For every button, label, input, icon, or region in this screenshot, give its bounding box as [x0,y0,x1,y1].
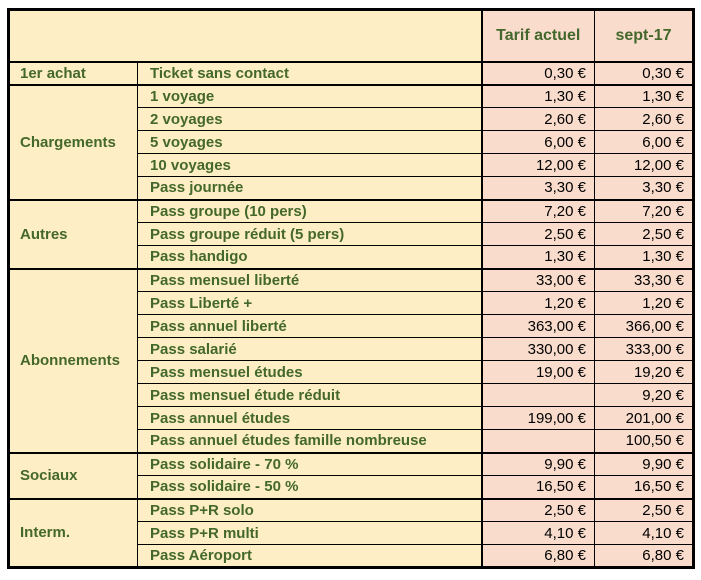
row-label: Pass groupe réduit (5 pers) [137,222,482,246]
price-new: 3,30 € [594,176,694,200]
table-row: Pass annuel liberté 363,00 € 366,00 € [9,314,694,338]
table-row: Pass P+R multi 4,10 € 4,10 € [9,521,694,545]
price-current: 199,00 € [480,406,595,430]
price-new: 12,00 € [594,153,694,177]
row-label: Pass annuel liberté [137,314,482,338]
row-label: Pass annuel études famille nombreuse [137,429,482,453]
price-current: 0,30 € [480,60,595,85]
header-row: Tarif actuel sept-17 [8,9,694,63]
row-label: Pass solidaire - 70 % [137,451,482,476]
table-row: 10 voyages 12,00 € 12,00 € [9,153,694,177]
table-row: Chargements 1 voyage 1,30 € 1,30 € [8,83,694,200]
table-row: Pass handigo 1,30 € 1,30 € [9,245,694,269]
category-cell-1er-achat: 1er achat [8,60,138,85]
table-row: 1er achat Ticket sans contact 0,30 € 0,3… [8,60,694,85]
column-header-sept-17: sept-17 [594,9,694,63]
price-current: 6,00 € [480,130,595,154]
table-row: 2 voyages 2,60 € 2,60 € [9,107,694,131]
price-current: 3,30 € [480,176,595,200]
row-label: Pass Aéroport [137,544,482,568]
tariff-table: Tarif actuel sept-17 1er achat Ticket sa… [7,8,695,569]
table-row: Pass mensuel études 19,00 € 19,20 € [9,360,694,384]
price-new: 1,30 € [594,83,694,108]
category-cell-sociaux: Sociaux [8,451,138,499]
table-row: Pass Aéroport 6,80 € 6,80 € [9,544,694,568]
price-current: 33,00 € [480,267,595,292]
price-new: 2,50 € [594,497,694,522]
row-label: Pass groupe (10 pers) [137,198,482,223]
table-corner-cell [8,9,483,63]
price-current: 1,30 € [480,245,595,269]
price-new: 9,20 € [594,383,694,407]
price-current: 4,10 € [480,521,595,545]
price-current: 1,30 € [480,83,595,108]
price-current: 1,20 € [480,291,595,315]
row-label: Pass P+R solo [137,497,482,522]
category-cell-autres: Autres [8,198,138,269]
row-label: Pass annuel études [137,406,482,430]
table-row: Interm. Pass P+R solo 2,50 € 2,50 € [8,497,694,568]
price-new: 2,60 € [594,107,694,131]
price-current: 6,80 € [480,544,595,568]
row-label: Ticket sans contact [137,60,482,85]
price-new: 9,90 € [594,451,694,476]
row-label: Pass P+R multi [137,521,482,545]
price-new: 100,50 € [594,429,694,453]
price-new: 201,00 € [594,406,694,430]
table-row: Autres Pass groupe (10 pers) 7,20 € 7,20… [8,198,694,269]
table-row: Pass Liberté + 1,20 € 1,20 € [9,291,694,315]
row-label: Pass mensuel liberté [137,267,482,292]
row-label: 5 voyages [137,130,482,154]
price-new: 1,30 € [594,245,694,269]
row-label: 10 voyages [137,153,482,177]
category-cell-interm: Interm. [8,497,138,568]
row-label: 2 voyages [137,107,482,131]
price-current: 2,60 € [480,107,595,131]
price-new: 4,10 € [594,521,694,545]
row-label: Pass salarié [137,337,482,361]
table-row: Pass solidaire - 50 % 16,50 € 16,50 € [9,475,694,499]
row-label: Pass mensuel études [137,360,482,384]
row-label: Pass solidaire - 50 % [137,475,482,499]
price-new: 16,50 € [594,475,694,499]
price-new: 33,30 € [594,267,694,292]
table-row: Pass annuel études famille nombreuse 100… [9,429,694,453]
price-new: 1,20 € [594,291,694,315]
category-cell-abonnements: Abonnements [8,267,138,453]
table-row: 5 voyages 6,00 € 6,00 € [9,130,694,154]
price-current: 7,20 € [480,198,595,223]
row-label: Pass mensuel étude réduit [137,383,482,407]
price-current: 2,50 € [480,497,595,522]
row-label: Pass journée [137,176,482,200]
price-current: 9,90 € [480,451,595,476]
price-new: 6,80 € [594,544,694,568]
row-label: Pass Liberté + [137,291,482,315]
price-current: 19,00 € [480,360,595,384]
price-current [480,429,595,453]
price-current: 16,50 € [480,475,595,499]
price-new: 366,00 € [594,314,694,338]
price-current: 330,00 € [480,337,595,361]
price-current [480,383,595,407]
row-label: 1 voyage [137,83,482,108]
price-new: 6,00 € [594,130,694,154]
price-new: 2,50 € [594,222,694,246]
table-row: Abonnements Pass mensuel liberté 33,00 €… [8,267,694,453]
price-new: 0,30 € [594,60,694,85]
price-current: 12,00 € [480,153,595,177]
table-row: Pass groupe réduit (5 pers) 2,50 € 2,50 … [9,222,694,246]
price-new: 333,00 € [594,337,694,361]
price-new: 7,20 € [594,198,694,223]
price-current: 2,50 € [480,222,595,246]
category-cell-chargements: Chargements [8,83,138,200]
price-new: 19,20 € [594,360,694,384]
table-row: Sociaux Pass solidaire - 70 % 9,90 € 9,9… [8,451,694,499]
price-current: 363,00 € [480,314,595,338]
table-row: Pass journée 3,30 € 3,30 € [9,176,694,200]
column-header-tarif-actuel: Tarif actuel [481,9,595,63]
row-label: Pass handigo [137,245,482,269]
